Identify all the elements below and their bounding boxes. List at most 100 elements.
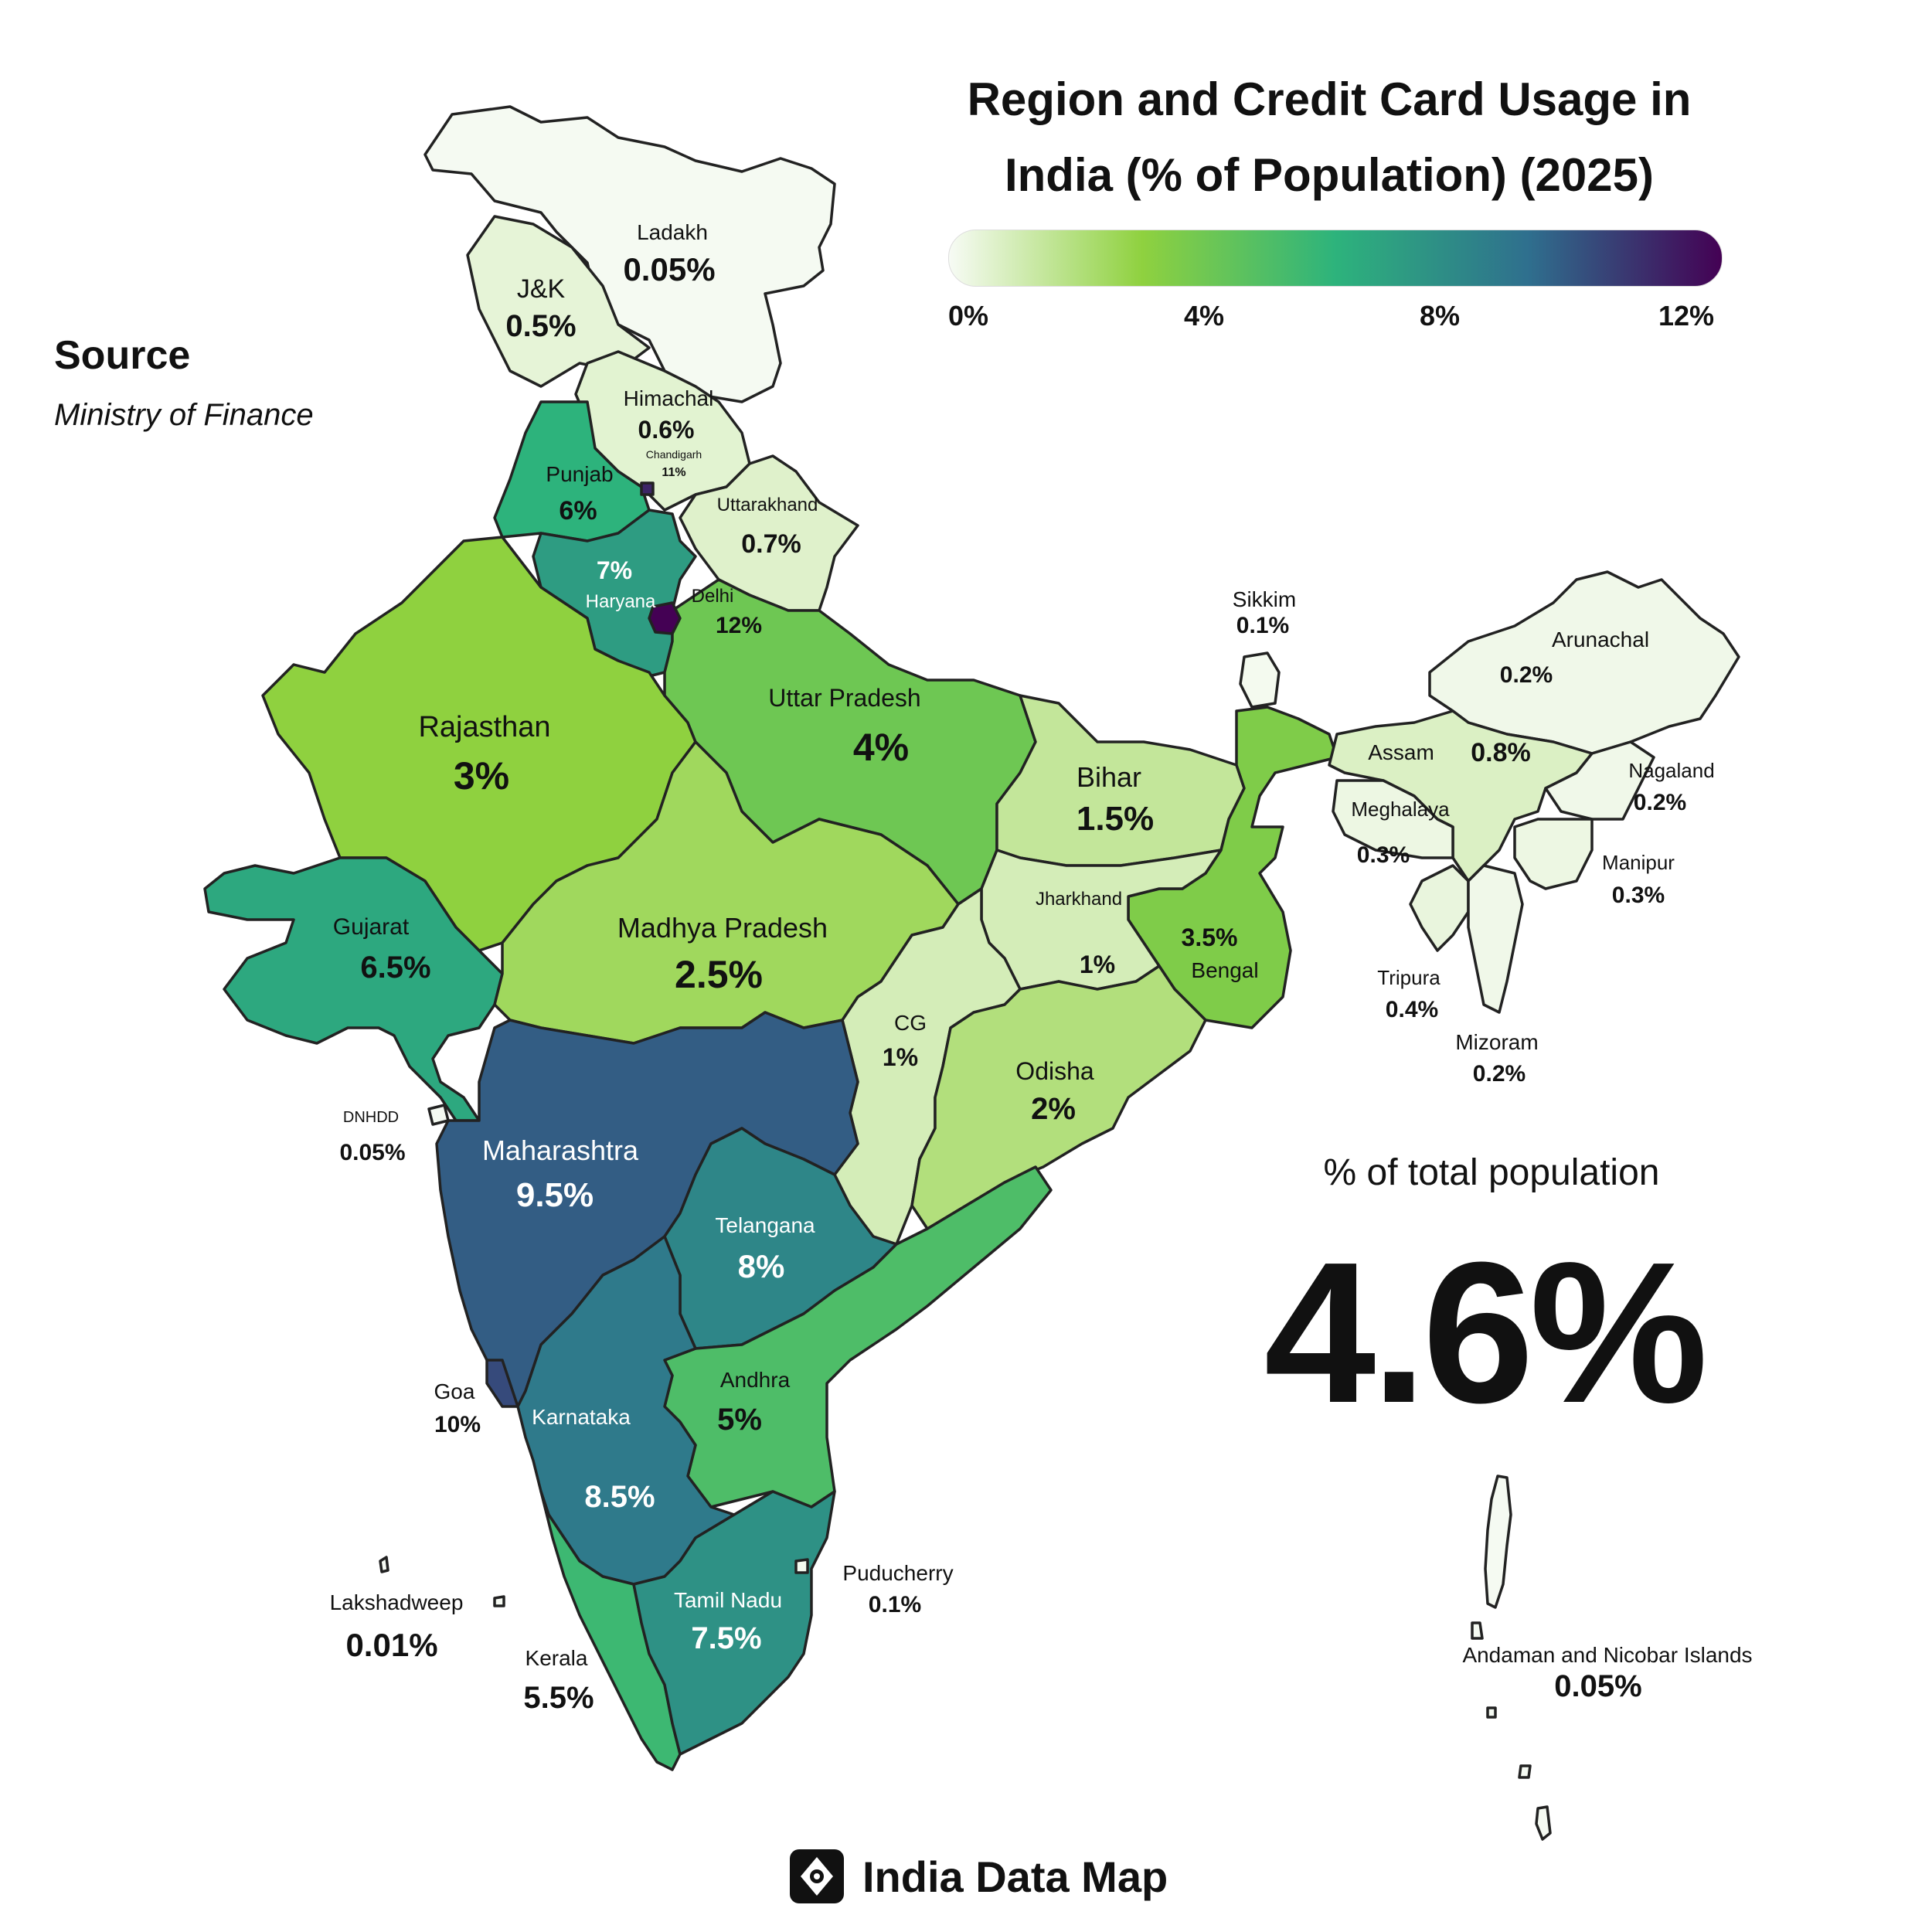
- label-lakshadweep-value: 0.01%: [345, 1627, 438, 1663]
- region-andaman: [1471, 1475, 1552, 1841]
- label-sikkim-name: Sikkim: [1232, 587, 1297, 611]
- label-goa-value: 10%: [434, 1412, 481, 1437]
- label-mp-name: Madhya Pradesh: [617, 912, 828, 944]
- label-nagaland-name: Nagaland: [1628, 759, 1715, 782]
- region-nagaland: [1544, 740, 1655, 821]
- label-mizoram-value: 0.2%: [1472, 1061, 1526, 1087]
- region-odisha: [910, 964, 1207, 1230]
- label-meghalaya-value: 0.3%: [1356, 842, 1410, 868]
- label-bengal-value: 3.5%: [1181, 923, 1238, 951]
- label-jharkhand-value: 1%: [1079, 951, 1116, 978]
- label-odisha-name: Odisha: [1015, 1057, 1094, 1085]
- legend-tick-0: 0%: [948, 300, 989, 332]
- label-andhra-name: Andhra: [719, 1368, 791, 1392]
- label-lakshadweep-name: Lakshadweep: [329, 1590, 464, 1614]
- legend-tick-12: 12%: [1658, 300, 1715, 332]
- label-himachal-value: 0.6%: [638, 416, 695, 444]
- label-rajasthan-value: 3%: [453, 754, 510, 798]
- region-uttarakhand: [679, 454, 859, 612]
- region-dnhdd: [427, 1104, 450, 1126]
- label-jk-value: 0.5%: [505, 309, 577, 343]
- label-mp-value: 2.5%: [675, 953, 763, 996]
- legend-tick-4: 4%: [1184, 300, 1225, 332]
- label-gujarat-name: Gujarat: [332, 914, 410, 940]
- label-assam-name: Assam: [1368, 740, 1434, 764]
- label-maharashtra-value: 9.5%: [515, 1176, 594, 1214]
- label-jk-name: J&K: [516, 274, 566, 304]
- label-delhi-value: 12%: [715, 613, 763, 638]
- label-cg-name: CG: [894, 1011, 927, 1035]
- label-manipur-value: 0.3%: [1611, 883, 1665, 908]
- label-himachal-name: Himachal: [623, 386, 714, 410]
- label-jharkhand-name: Jharkhand: [1035, 889, 1123, 910]
- label-dnhdd-value: 0.05%: [339, 1140, 406, 1165]
- label-karnataka-name: Karnataka: [532, 1405, 631, 1429]
- label-kerala-value: 5.5%: [523, 1681, 594, 1715]
- label-nagaland-value: 0.2%: [1633, 790, 1687, 815]
- region-sikkim: [1239, 651, 1281, 709]
- label-meghalaya-name: Meghalaya: [1351, 798, 1450, 821]
- label-andhra-value: 5%: [717, 1403, 762, 1437]
- legend-tick-8: 8%: [1420, 300, 1461, 332]
- region-manipur: [1513, 818, 1594, 890]
- label-uttarakhand-value: 0.7%: [741, 529, 801, 559]
- label-mizoram-name: Mizoram: [1455, 1030, 1539, 1054]
- color-scale-legend: [948, 230, 1723, 287]
- region-mizoram: [1467, 864, 1524, 1014]
- total-population-value: 4.6%: [1264, 1221, 1709, 1445]
- label-ladakh-value: 0.05%: [623, 251, 716, 287]
- label-maharashtra-name: Maharashtra: [481, 1134, 639, 1166]
- label-rajasthan-name: Rajasthan: [418, 711, 551, 743]
- label-cg-value: 1%: [882, 1043, 919, 1071]
- label-haryana-name: Haryana: [585, 591, 656, 612]
- region-tn: [632, 1490, 836, 1756]
- label-tripura-value: 0.4%: [1385, 997, 1439, 1022]
- title-line-2: India (% of Population) (2025): [1004, 149, 1655, 201]
- region-ladakh: [423, 105, 836, 403]
- region-chandigarh: [640, 481, 655, 496]
- label-chandigarh-value: 11%: [662, 466, 686, 479]
- total-population-label: % of total population: [1323, 1152, 1660, 1193]
- label-arunachal-value: 0.2%: [1499, 662, 1553, 688]
- label-tripura-name: Tripura: [1377, 966, 1440, 989]
- label-punjab-value: 6%: [559, 496, 597, 526]
- label-arunachal-name: Arunachal: [1551, 628, 1650, 651]
- label-odisha-value: 2%: [1031, 1092, 1076, 1126]
- source-text: Ministry of Finance: [54, 398, 314, 432]
- brand-footer: India Data Map: [790, 1849, 1168, 1903]
- label-puducherry-value: 0.1%: [868, 1592, 922, 1617]
- label-sikkim-value: 0.1%: [1236, 613, 1290, 638]
- brand-name: India Data Map: [862, 1852, 1168, 1901]
- region-gujarat: [203, 856, 504, 1122]
- label-delhi-name: Delhi: [691, 586, 734, 607]
- label-manipur-name: Manipur: [1602, 851, 1675, 874]
- label-bengal-name: Bengal: [1191, 958, 1259, 982]
- india-data-map-logo-icon: [790, 1849, 844, 1903]
- title-line-1: Region and Credit Card Usage in: [967, 73, 1692, 125]
- label-tn-value: 7.5%: [691, 1621, 762, 1655]
- region-puducherry: [794, 1558, 809, 1574]
- region-delhi: [648, 601, 682, 635]
- label-up-name: Uttar Pradesh: [768, 684, 921, 712]
- label-tn-name: Tamil Nadu: [673, 1588, 783, 1612]
- label-kerala-name: Kerala: [525, 1646, 588, 1670]
- label-haryana-value: 7%: [596, 556, 633, 584]
- source-heading: Source: [54, 333, 191, 378]
- label-telangana-value: 8%: [737, 1248, 785, 1284]
- label-up-value: 4%: [852, 726, 910, 769]
- label-karnataka-value: 8.5%: [584, 1480, 655, 1514]
- label-andaman-name: Andaman and Nicobar Islands: [1462, 1643, 1753, 1667]
- label-ladakh-name: Ladakh: [637, 220, 708, 244]
- label-telangana-name: Telangana: [715, 1213, 815, 1237]
- label-chandigarh-name: Chandigarh: [645, 448, 702, 461]
- label-uttarakhand-name: Uttarakhand: [716, 495, 818, 515]
- label-bihar-value: 1.5%: [1076, 800, 1155, 838]
- label-bihar-name: Bihar: [1076, 761, 1142, 793]
- region-tripura: [1409, 864, 1470, 952]
- label-dnhdd-name: DNHDD: [342, 1109, 400, 1126]
- region-lakshadweep: [379, 1556, 505, 1607]
- label-punjab-name: Punjab: [546, 462, 614, 486]
- region-meghalaya: [1332, 779, 1454, 859]
- label-puducherry-name: Puducherry: [842, 1561, 954, 1585]
